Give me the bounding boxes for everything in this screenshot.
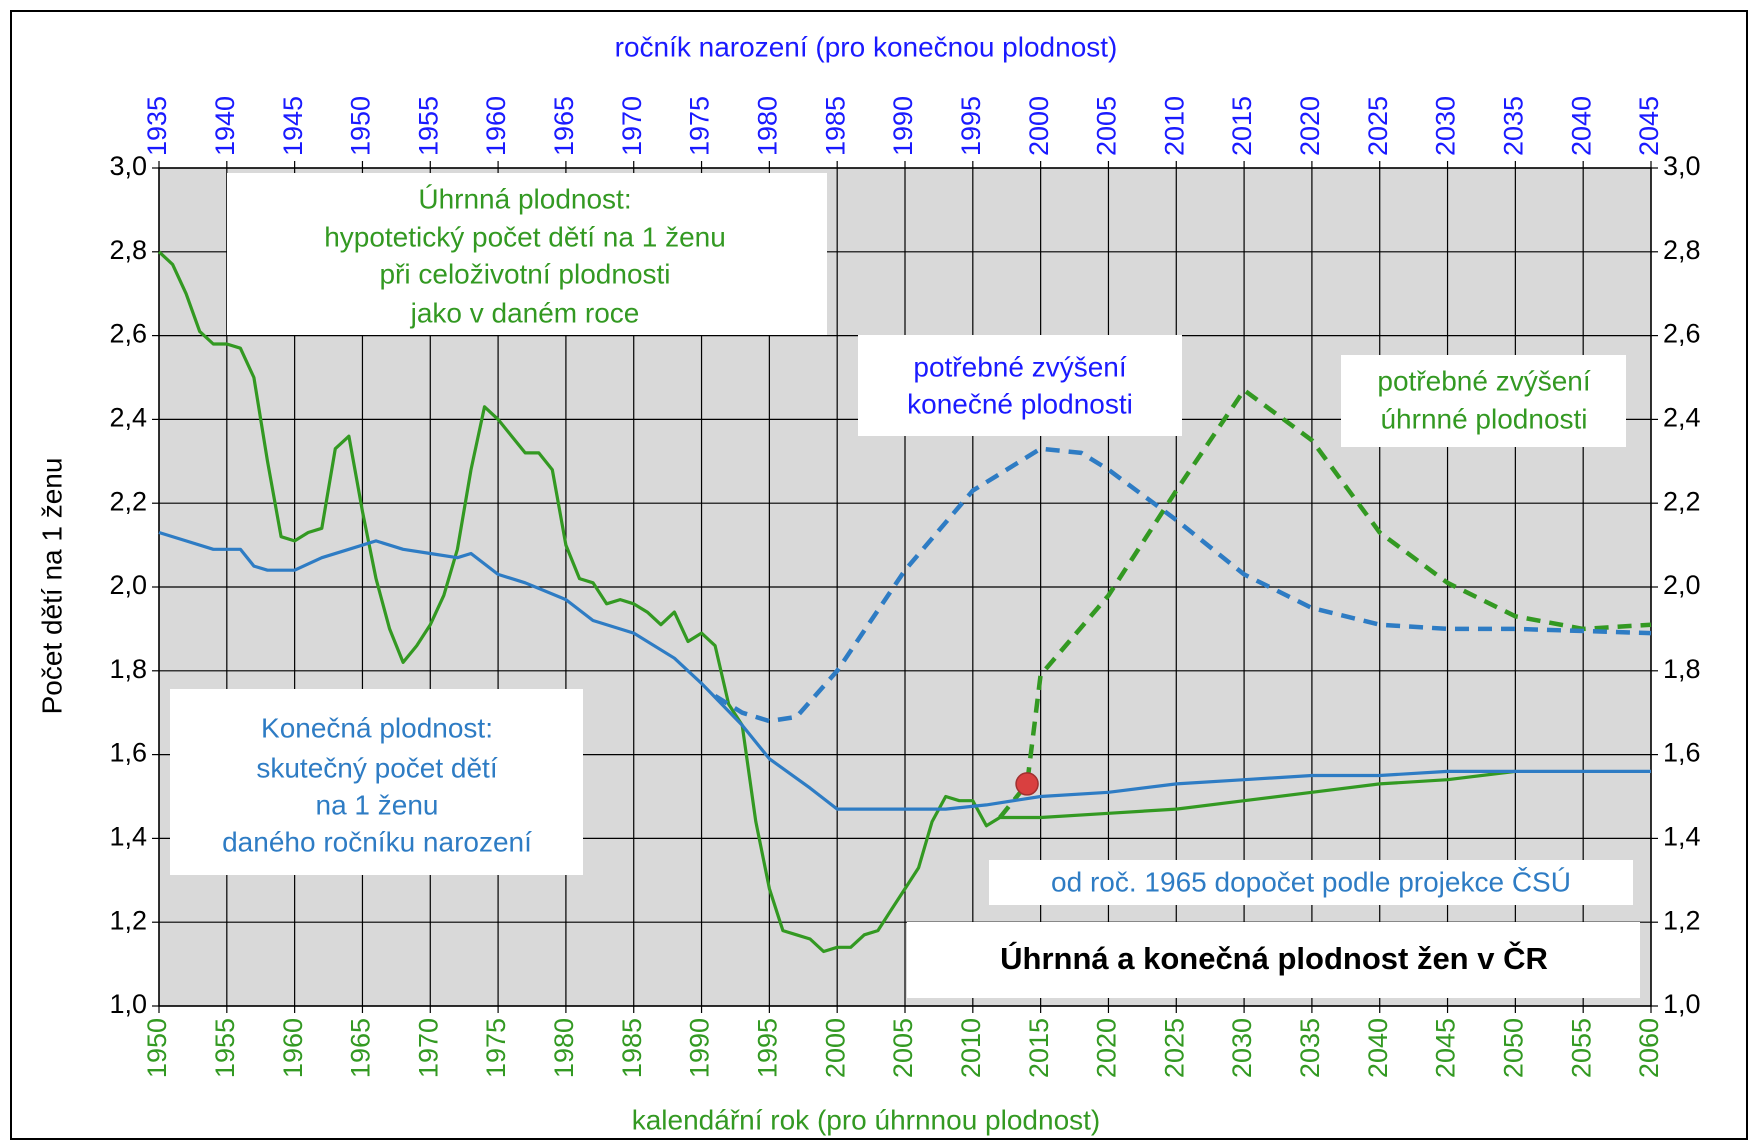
x-tick-label: 2000 xyxy=(820,1018,850,1078)
x2-tick-label: 2010 xyxy=(1159,96,1189,156)
annotation: Úhrnná plodnost: xyxy=(418,183,631,214)
x-tick-label: 1990 xyxy=(685,1018,715,1078)
x2-tick-label: 1945 xyxy=(278,96,308,156)
x2-tick-label: 1975 xyxy=(685,96,715,156)
annotation: hypotetický počet dětí na 1 ženu xyxy=(324,221,726,252)
x2-tick-label: 2045 xyxy=(1634,96,1664,156)
line xyxy=(158,530,1651,811)
annotation-box xyxy=(227,173,827,335)
y-tick-label: 1,0 xyxy=(109,989,147,1019)
x2-tick-label: 1985 xyxy=(820,96,850,156)
x-tick-label: 1965 xyxy=(346,1018,376,1078)
chart-title: Úhrnná a konečná plodnost žen v ČR xyxy=(1000,940,1548,976)
x2-tick-label: 2035 xyxy=(1498,96,1528,156)
annotation: daného ročníku narození xyxy=(222,826,532,857)
annotation: konečné plodnosti xyxy=(907,388,1133,419)
x2-tick-label: 2005 xyxy=(1092,96,1122,156)
x2-tick-label: 1950 xyxy=(346,96,376,156)
y2-tick-label: 2,0 xyxy=(1663,570,1701,600)
x-tick-label: 1955 xyxy=(210,1018,240,1078)
overlay: ročník narození (pro konečnou plodnost) … xyxy=(36,31,1640,1135)
annotation-box xyxy=(1341,355,1626,447)
x-tick-label: 1980 xyxy=(549,1018,579,1078)
title-box xyxy=(907,922,1640,998)
annotation-box xyxy=(858,335,1182,436)
x2-tick-label: 2020 xyxy=(1295,96,1325,156)
y2-tick-label: 1,8 xyxy=(1663,654,1701,684)
marker xyxy=(1015,772,1039,796)
x-tick-label: 2010 xyxy=(956,1018,986,1078)
x-tick-label: 1950 xyxy=(142,1018,172,1078)
y-tick-label: 1,6 xyxy=(109,738,147,768)
y-tick-label: 1,8 xyxy=(109,654,147,684)
x-tick-label: 1975 xyxy=(481,1018,511,1078)
x2-tick-label: 2000 xyxy=(1024,96,1054,156)
x-tick-label: 2040 xyxy=(1363,1018,1393,1078)
x2-tick-label: 1935 xyxy=(142,96,172,156)
x-tick-label: 1960 xyxy=(278,1018,308,1078)
x-tick-label: 2030 xyxy=(1227,1018,1257,1078)
x-tick-label: 2005 xyxy=(888,1018,918,1078)
x2-tick-label: 1965 xyxy=(549,96,579,156)
x-tick-label: 2055 xyxy=(1566,1018,1596,1078)
x2-tick-label: 1955 xyxy=(413,96,443,156)
annotation: skutečný počet dětí xyxy=(256,752,497,783)
x2-tick-label: 1980 xyxy=(752,96,782,156)
y-tick-label: 3,0 xyxy=(109,151,147,181)
annotation: na 1 ženu xyxy=(316,789,439,820)
annotation: od roč. 1965 dopočet podle projekce ČSÚ xyxy=(1051,866,1571,897)
y-tick-label: 2,8 xyxy=(109,235,147,265)
x-tick-label: 2050 xyxy=(1498,1018,1528,1078)
x-tick-label: 1970 xyxy=(413,1018,443,1078)
y2-tick-label: 2,2 xyxy=(1663,486,1701,516)
x-axis-title: kalendářní rok (pro úhrnnou plodnost) xyxy=(632,1104,1101,1135)
y2-tick-label: 1,6 xyxy=(1663,738,1701,768)
x-tick-label: 2015 xyxy=(1024,1018,1054,1078)
y2-tick-label: 3,0 xyxy=(1663,151,1701,181)
x2-tick-label: 2015 xyxy=(1227,96,1257,156)
x2-tick-label: 1990 xyxy=(888,96,918,156)
x-tick-label: 2025 xyxy=(1159,1018,1189,1078)
x2-axis-title: ročník narození (pro konečnou plodnost) xyxy=(615,31,1118,62)
annotation-box xyxy=(170,689,583,875)
y-tick-label: 2,2 xyxy=(109,486,147,516)
line xyxy=(157,250,1516,954)
x-tick-label: 1995 xyxy=(752,1018,782,1078)
y-tick-label: 2,4 xyxy=(109,403,147,433)
y-tick-label: 2,6 xyxy=(109,319,147,349)
y2-tick-label: 2,6 xyxy=(1663,319,1701,349)
x2-tick-label: 1995 xyxy=(956,96,986,156)
x2-tick-label: 1970 xyxy=(617,96,647,156)
x-tick-label: 2035 xyxy=(1295,1018,1325,1078)
plot-border xyxy=(158,167,1652,1007)
y2-tick-label: 2,4 xyxy=(1663,403,1701,433)
y-axis-title: Počet dětí na 1 ženu xyxy=(36,458,67,715)
y-tick-label: 1,4 xyxy=(109,822,147,852)
x2-tick-label: 2040 xyxy=(1566,96,1596,156)
x-tick-label: 2020 xyxy=(1092,1018,1122,1078)
x2-tick-label: 2030 xyxy=(1431,96,1461,156)
dashed-line xyxy=(998,387,1652,819)
dashed-line xyxy=(713,446,1652,724)
annotation: při celoživotní plodnosti xyxy=(379,258,670,289)
annotation: Konečná plodnost: xyxy=(261,712,493,743)
x-tick-label: 1985 xyxy=(617,1018,647,1078)
y-tick-label: 2,0 xyxy=(109,570,147,600)
annotation-box xyxy=(989,860,1633,905)
x2-tick-label: 1940 xyxy=(210,96,240,156)
y-tick-label: 1,2 xyxy=(109,905,147,935)
y2-tick-label: 1,0 xyxy=(1663,989,1701,1019)
y2-tick-label: 1,2 xyxy=(1663,905,1701,935)
x-tick-label: 2060 xyxy=(1634,1018,1664,1078)
x2-tick-label: 1960 xyxy=(481,96,511,156)
annotation: potřebné zvýšení xyxy=(913,351,1126,382)
annotation: jako v daném roce xyxy=(410,297,640,328)
y2-tick-label: 1,4 xyxy=(1663,822,1701,852)
annotation: potřebné zvýšení xyxy=(1377,365,1590,396)
x2-tick-label: 2025 xyxy=(1363,96,1393,156)
x-tick-label: 2045 xyxy=(1431,1018,1461,1078)
y2-tick-label: 2,8 xyxy=(1663,235,1701,265)
annotation: úhrnné plodnosti xyxy=(1380,403,1587,434)
